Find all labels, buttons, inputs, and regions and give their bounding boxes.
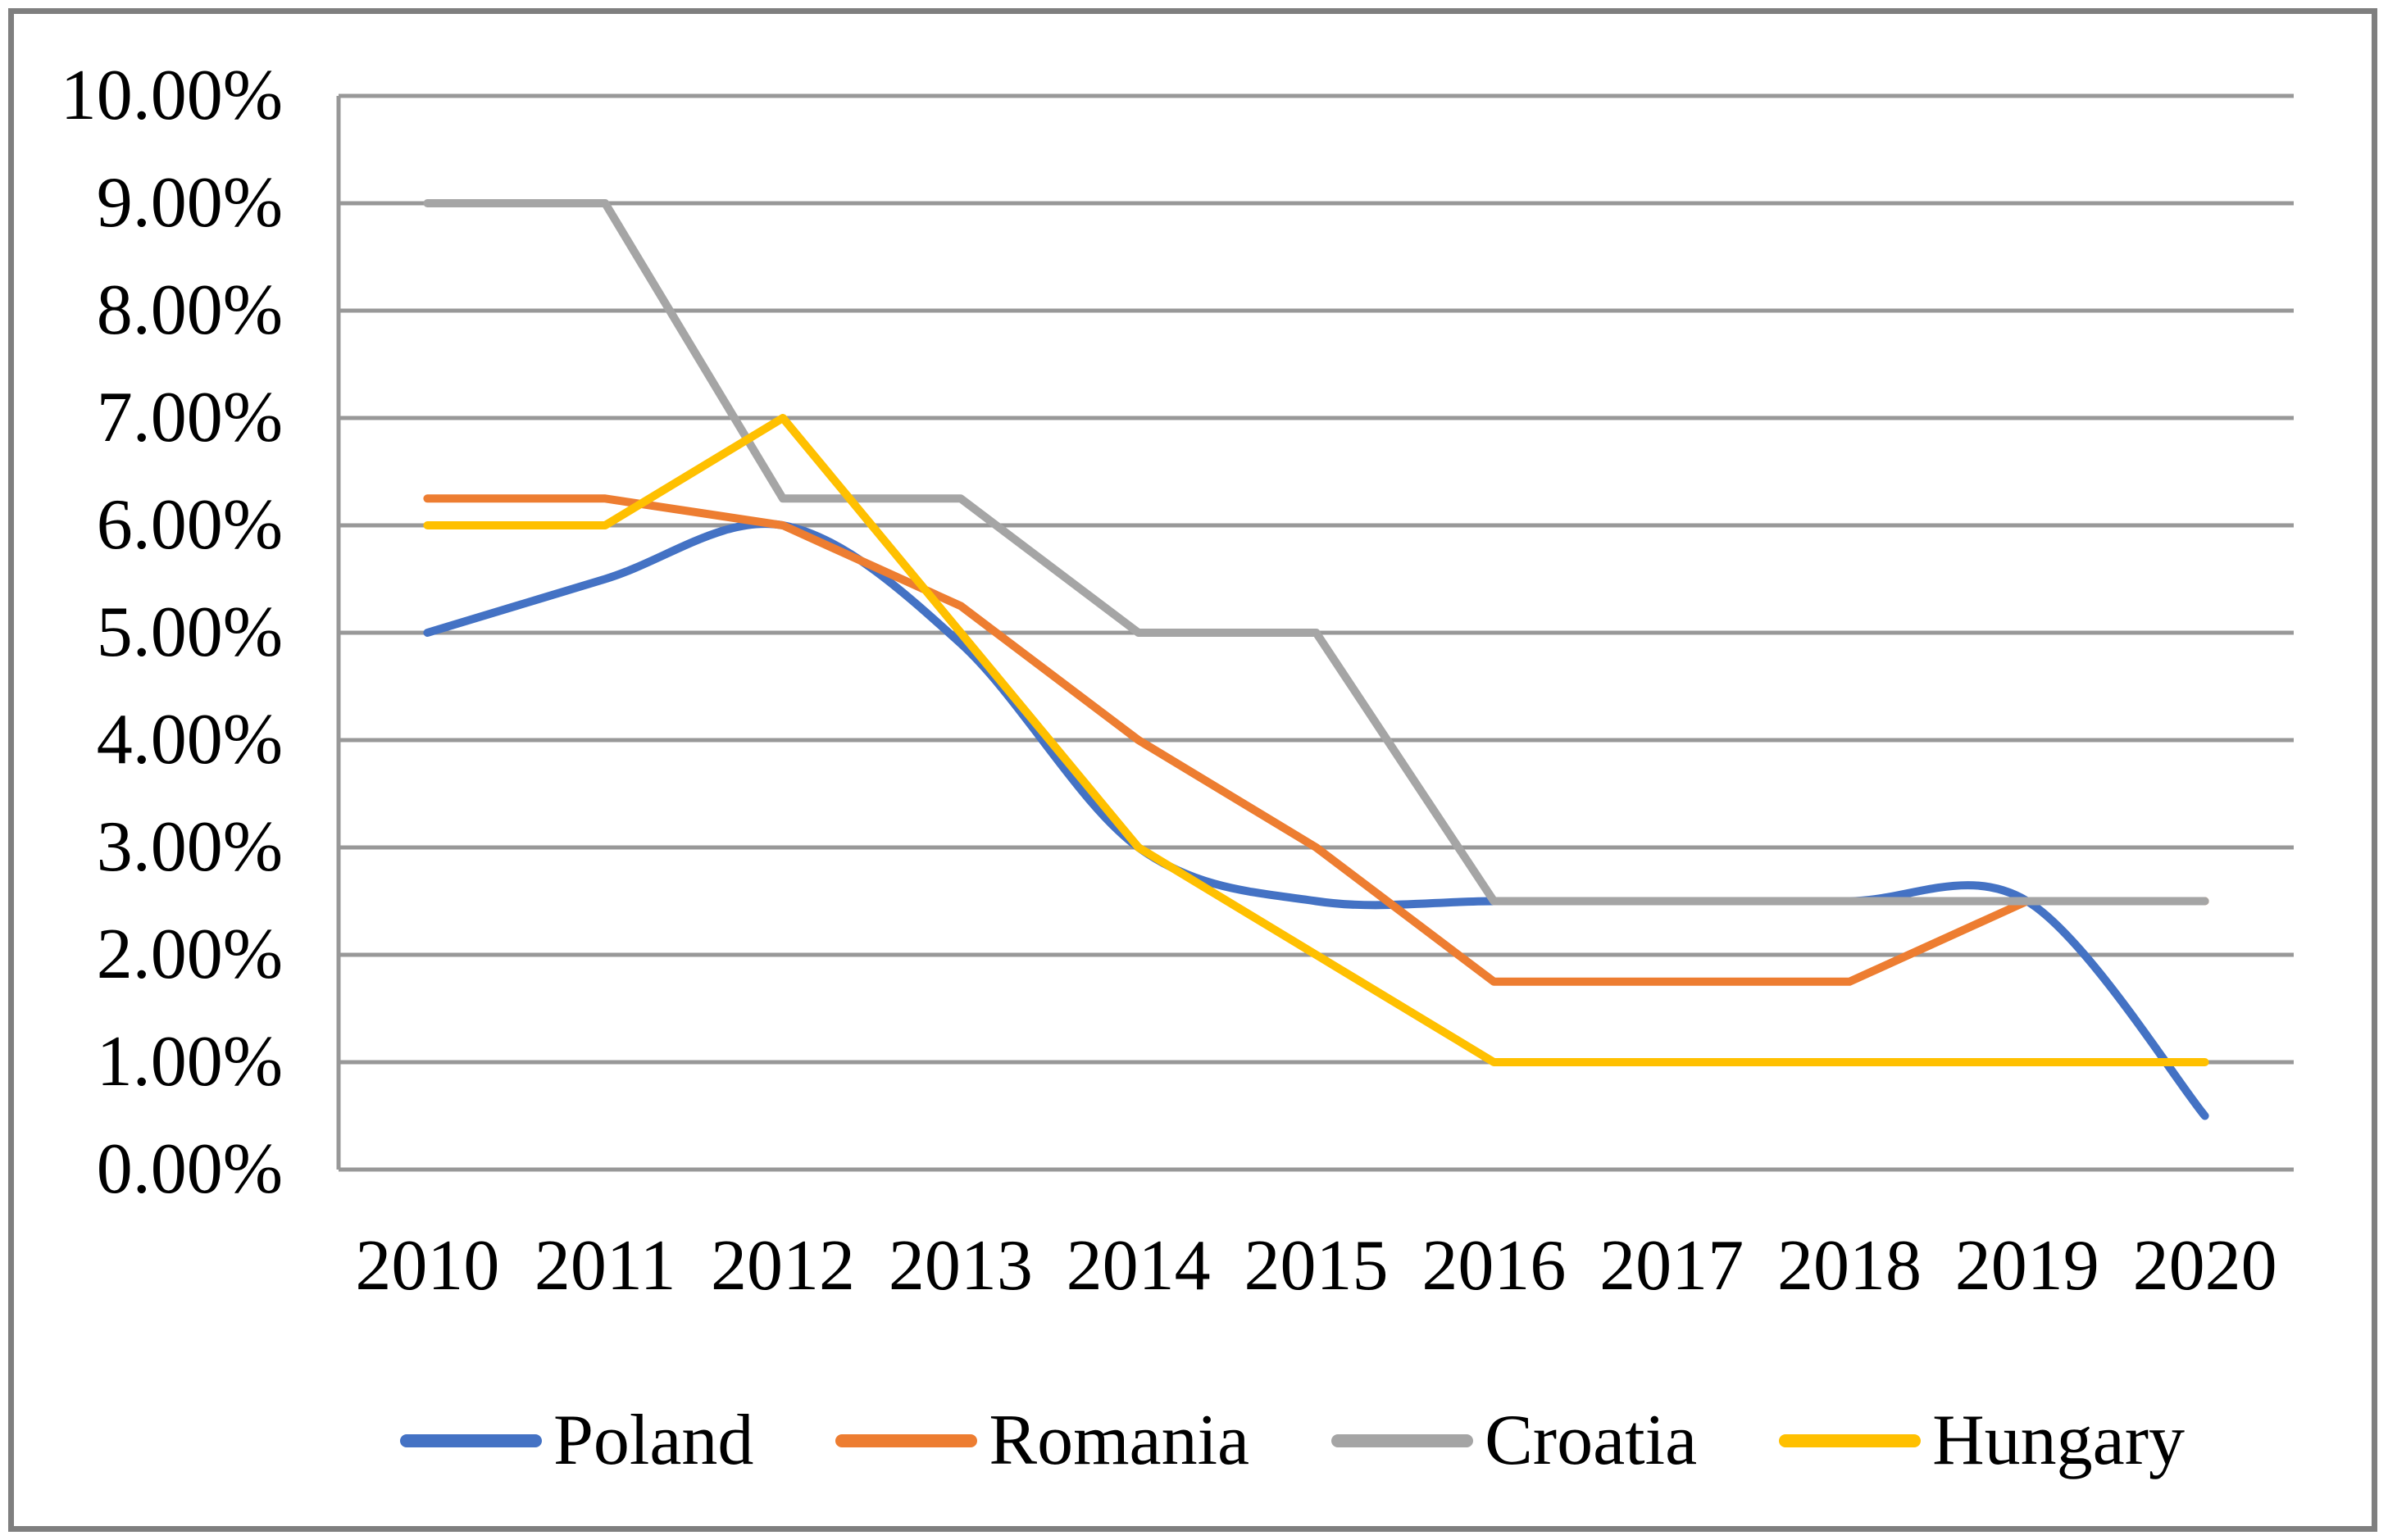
x-tick-label: 2019 bbox=[1954, 1226, 2099, 1306]
legend-item-romania: Romania bbox=[835, 1400, 1249, 1482]
x-tick-label: 2015 bbox=[1244, 1226, 1389, 1306]
series-line-romania bbox=[423, 494, 2209, 986]
x-tick-label: 2017 bbox=[1599, 1226, 1744, 1306]
y-tick-label: 9.00% bbox=[96, 163, 283, 243]
legend: Poland Romania Croatia Hungary bbox=[197, 1393, 2388, 1488]
legend-label-romania: Romania bbox=[989, 1401, 1250, 1480]
poland-line-swatch-icon bbox=[399, 1434, 542, 1447]
y-tick-label: 1.00% bbox=[96, 1022, 283, 1102]
y-tick-label: 0.00% bbox=[96, 1129, 283, 1209]
x-tick-label: 2010 bbox=[355, 1226, 500, 1306]
x-tick-label: 2020 bbox=[2132, 1226, 2277, 1306]
y-tick-label: 2.00% bbox=[96, 915, 283, 994]
legend-item-croatia: Croatia bbox=[1331, 1400, 1697, 1482]
series-line-hungary bbox=[423, 414, 2209, 1066]
x-tick-label: 2012 bbox=[711, 1226, 856, 1306]
y-tick-label: 7.00% bbox=[96, 378, 283, 457]
y-tick-label: 5.00% bbox=[96, 593, 283, 672]
x-tick-label: 2016 bbox=[1421, 1226, 1567, 1306]
x-tick-label: 2018 bbox=[1776, 1226, 1922, 1306]
y-tick-label: 4.00% bbox=[96, 700, 283, 779]
legend-label-croatia: Croatia bbox=[1485, 1401, 1698, 1480]
x-tick-label: 2011 bbox=[534, 1226, 676, 1306]
croatia-line-swatch-icon bbox=[1331, 1434, 1474, 1447]
legend-item-hungary: Hungary bbox=[1779, 1400, 2185, 1482]
y-tick-label: 6.00% bbox=[96, 485, 283, 565]
y-tick-label: 10.00% bbox=[60, 56, 283, 135]
legend-label-hungary: Hungary bbox=[1932, 1401, 2186, 1480]
x-tick-label: 2013 bbox=[888, 1226, 1033, 1306]
hungary-line-swatch-icon bbox=[1779, 1434, 1922, 1447]
series-line-croatia bbox=[423, 199, 2209, 906]
x-tick-label: 2014 bbox=[1066, 1226, 1211, 1306]
y-tick-label: 8.00% bbox=[96, 270, 283, 350]
romania-line-swatch-icon bbox=[835, 1434, 978, 1447]
y-tick-label: 3.00% bbox=[96, 807, 283, 887]
legend-label-poland: Poland bbox=[553, 1401, 754, 1480]
series-line-poland bbox=[423, 520, 2209, 1120]
legend-item-poland: Poland bbox=[399, 1400, 754, 1482]
